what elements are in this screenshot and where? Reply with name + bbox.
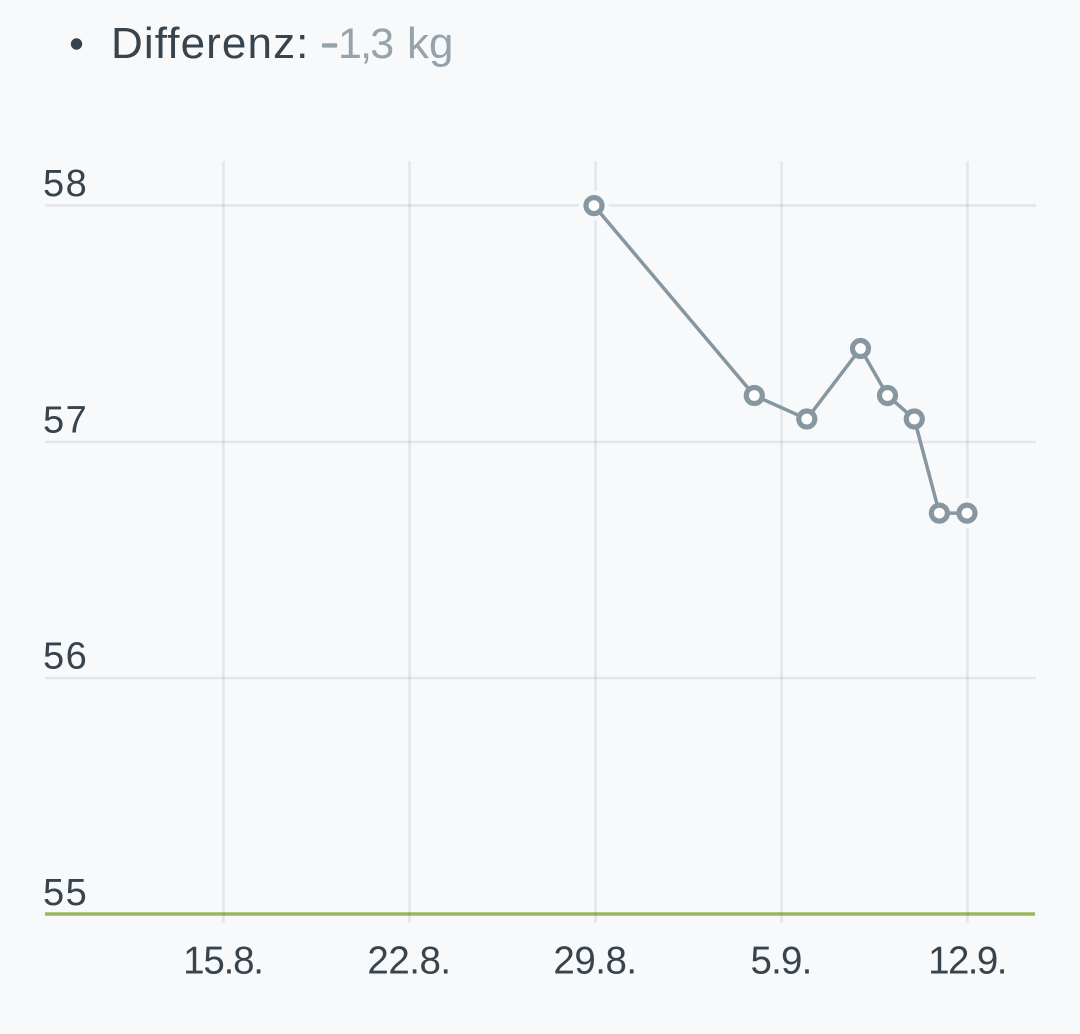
svg-text:22.8.: 22.8. bbox=[367, 940, 450, 983]
svg-text:15.8.: 15.8. bbox=[183, 940, 263, 983]
svg-text:Differenz:: Differenz: bbox=[111, 19, 310, 68]
svg-text:55: 55 bbox=[43, 872, 88, 914]
svg-text:58: 58 bbox=[43, 163, 88, 205]
svg-text:5.9.: 5.9. bbox=[750, 940, 811, 983]
svg-text:57: 57 bbox=[43, 399, 88, 441]
svg-text:12.9.: 12.9. bbox=[928, 940, 1006, 983]
svg-text:29.8.: 29.8. bbox=[553, 940, 636, 983]
svg-text:kg: kg bbox=[407, 19, 453, 68]
svg-text:1,3: 1,3 bbox=[338, 20, 393, 68]
svg-text:56: 56 bbox=[43, 636, 88, 678]
